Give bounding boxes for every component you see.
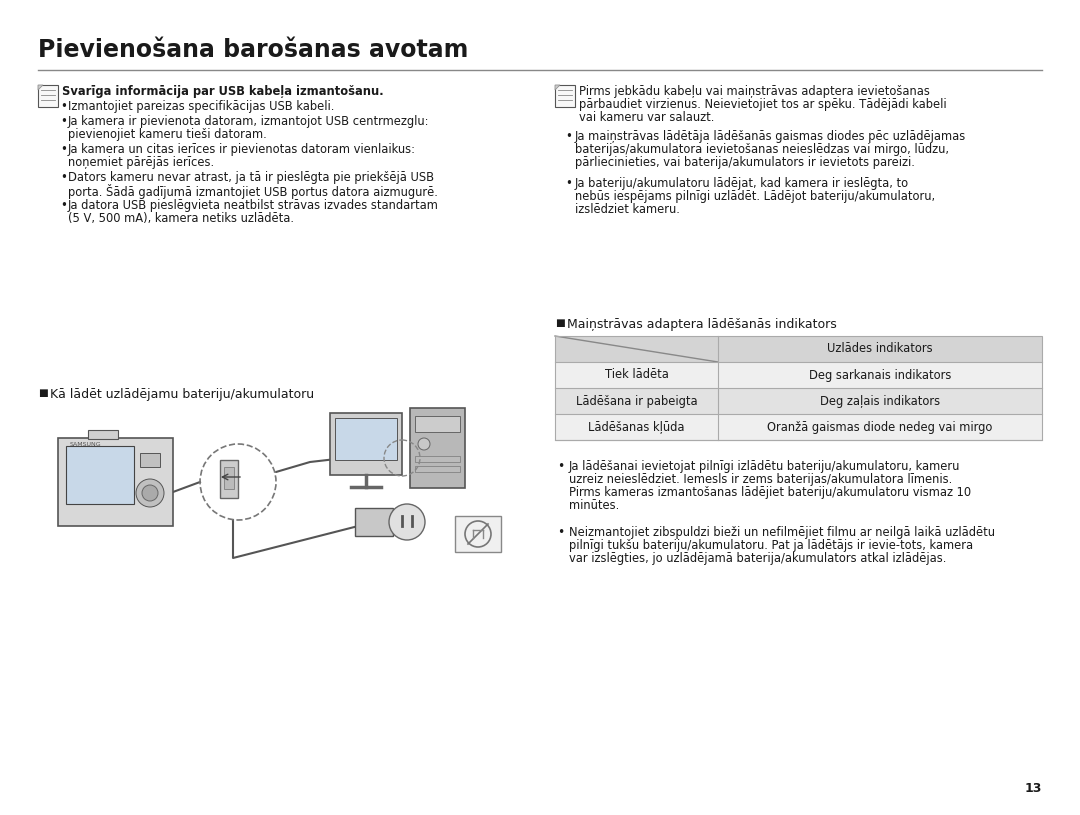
Text: Ja lādēšanai ievietojat pilnīgi izlādētu bateriju/akumulatoru, kameru: Ja lādēšanai ievietojat pilnīgi izlādētu… [569,460,960,473]
Bar [555,414,1042,440]
Text: var izslēgties, jo uzlādējamā baterija/akumulators atkal izlādējas.: var izslēgties, jo uzlādējamā baterija/a… [569,552,946,565]
Text: Ja kamera ir pievienota datoram, izmantojot USB centrmezglu:: Ja kamera ir pievienota datoram, izmanto… [68,115,430,128]
Text: Pirms kameras izmantošanas lādējiet bateriju/akumulatoru vismaz 10: Pirms kameras izmantošanas lādējiet bate… [569,486,971,499]
Bar [415,466,460,472]
Bar [224,467,234,489]
Text: Izmantojiet pareizas specifikācijas USB kabeli.: Izmantojiet pareizas specifikācijas USB … [68,100,335,113]
Text: SAMSUNG: SAMSUNG [70,442,102,447]
Text: nebūs iespējams pilnīgi uzlādēt. Lādējot bateriju/akumulatoru,: nebūs iespējams pilnīgi uzlādēt. Lādējot… [575,190,935,203]
Bar [555,85,575,107]
Bar [140,453,160,467]
Bar [330,413,402,475]
Bar [66,446,134,504]
Text: pilnīgi tukšu bateriju/akumulatoru. Pat ja lādētājs ir ievie-tots, kamera: pilnīgi tukšu bateriju/akumulatoru. Pat … [569,539,973,552]
Text: Dators kameru nevar atrast, ja tā ir pieslēgta pie priekšējā USB: Dators kameru nevar atrast, ja tā ir pie… [68,171,434,184]
Text: pievienojiet kameru tieši datoram.: pievienojiet kameru tieši datoram. [68,128,267,141]
Text: pārliecinieties, vai baterija/akumulators ir ievietots pareizi.: pārliecinieties, vai baterija/akumulator… [575,156,915,169]
Polygon shape [555,85,561,90]
Text: Oranžā gaismas diode nedeg vai mirgo: Oranžā gaismas diode nedeg vai mirgo [767,421,993,434]
Text: uzreiz neieslēdziet. Iemesls ir zems baterijas/akumulatora līmenis.: uzreiz neieslēdziet. Iemesls ir zems bat… [569,473,953,486]
Text: porta. Šādā gadījumā izmantojiet USB portus datora aizmugurē.: porta. Šādā gadījumā izmantojiet USB por… [68,184,437,199]
Text: •: • [60,100,67,113]
Bar [87,430,118,439]
Text: •: • [565,130,572,143]
Text: •: • [557,526,564,539]
Bar [355,508,393,536]
Circle shape [141,485,158,501]
Text: Pirms jebkādu kabeļu vai maiņstrāvas adaptera ievietošanas: Pirms jebkādu kabeļu vai maiņstrāvas ada… [579,85,930,98]
Text: 13: 13 [1025,782,1042,795]
Text: Tiek lādēta: Tiek lādēta [605,368,669,381]
Text: baterijas/akumulatora ievietošanas neieslēdzas vai mirgo, lūdzu,: baterijas/akumulatora ievietošanas neies… [575,143,949,156]
Circle shape [418,438,430,450]
Text: Uzlādes indikators: Uzlādes indikators [827,342,933,355]
Text: Svarīga informācija par USB kabeļa izmantošanu.: Svarīga informācija par USB kabeļa izman… [62,85,383,98]
Text: •: • [60,143,67,156]
Text: •: • [60,199,67,212]
Bar [38,85,58,107]
Text: vai kameru var salauzt.: vai kameru var salauzt. [579,111,714,124]
Text: Deg zaļais indikators: Deg zaļais indikators [820,394,940,408]
Text: Neizmantojiet zibspuldzi bieži un nefilmējiet filmu ar neilgā laikā uzlādētu: Neizmantojiet zibspuldzi bieži un nefilm… [569,526,995,539]
Text: •: • [60,171,67,184]
Bar [415,416,460,432]
Bar [335,418,397,460]
Text: minūtes.: minūtes. [569,499,619,512]
Polygon shape [38,85,43,90]
Bar [415,456,460,462]
Text: Ja bateriju/akumulatoru lādējat, kad kamera ir ieslēgta, to: Ja bateriju/akumulatoru lādējat, kad kam… [575,177,909,190]
Bar [410,408,465,488]
Text: noņemiet pārējās ierīces.: noņemiet pārējās ierīces. [68,156,214,169]
Bar [58,438,173,526]
Text: (5 V, 500 mA), kamera netiks uzlādēta.: (5 V, 500 mA), kamera netiks uzlādēta. [68,212,294,225]
Text: Ja maiņstrāvas lādētāja lādēšanās gaismas diodes pēc uzlādējamas: Ja maiņstrāvas lādētāja lādēšanās gaisma… [575,130,967,143]
Text: izslēdziet kameru.: izslēdziet kameru. [575,203,680,216]
Bar [455,516,501,552]
Text: ■: ■ [38,388,48,398]
Bar [555,336,1042,440]
Text: •: • [557,460,564,473]
Text: ■: ■ [555,318,565,328]
Circle shape [136,479,164,507]
Text: •: • [60,115,67,128]
Bar [555,362,1042,388]
Text: Maiņstrāvas adaptera lādēšanās indikators: Maiņstrāvas adaptera lādēšanās indikator… [567,318,837,331]
Text: Kā lādēt uzlādējamu bateriju/akumulatoru: Kā lādēt uzlādējamu bateriju/akumulatoru [50,388,314,401]
Circle shape [389,504,426,540]
Text: Lādēšana ir pabeigta: Lādēšana ir pabeigta [576,394,698,408]
Text: pārbaudiet virzienus. Neievietojiet tos ar spēku. Tādējādi kabeli: pārbaudiet virzienus. Neievietojiet tos … [579,98,947,111]
Text: Pievienošana barošanas avotam: Pievienošana barošanas avotam [38,38,469,62]
Bar [555,336,1042,362]
Text: Deg sarkanais indikators: Deg sarkanais indikators [809,368,951,381]
Text: Ja datora USB pieslēgvieta neatbilst strāvas izvades standartam: Ja datora USB pieslēgvieta neatbilst str… [68,199,438,212]
Text: Ja kamera un citas ierīces ir pievienotas datoram vienlaikus:: Ja kamera un citas ierīces ir pievienota… [68,143,416,156]
Text: Lādēšanas kļūda: Lādēšanas kļūda [589,421,685,434]
Text: •: • [565,177,572,190]
Bar [555,388,1042,414]
Bar [220,460,238,498]
